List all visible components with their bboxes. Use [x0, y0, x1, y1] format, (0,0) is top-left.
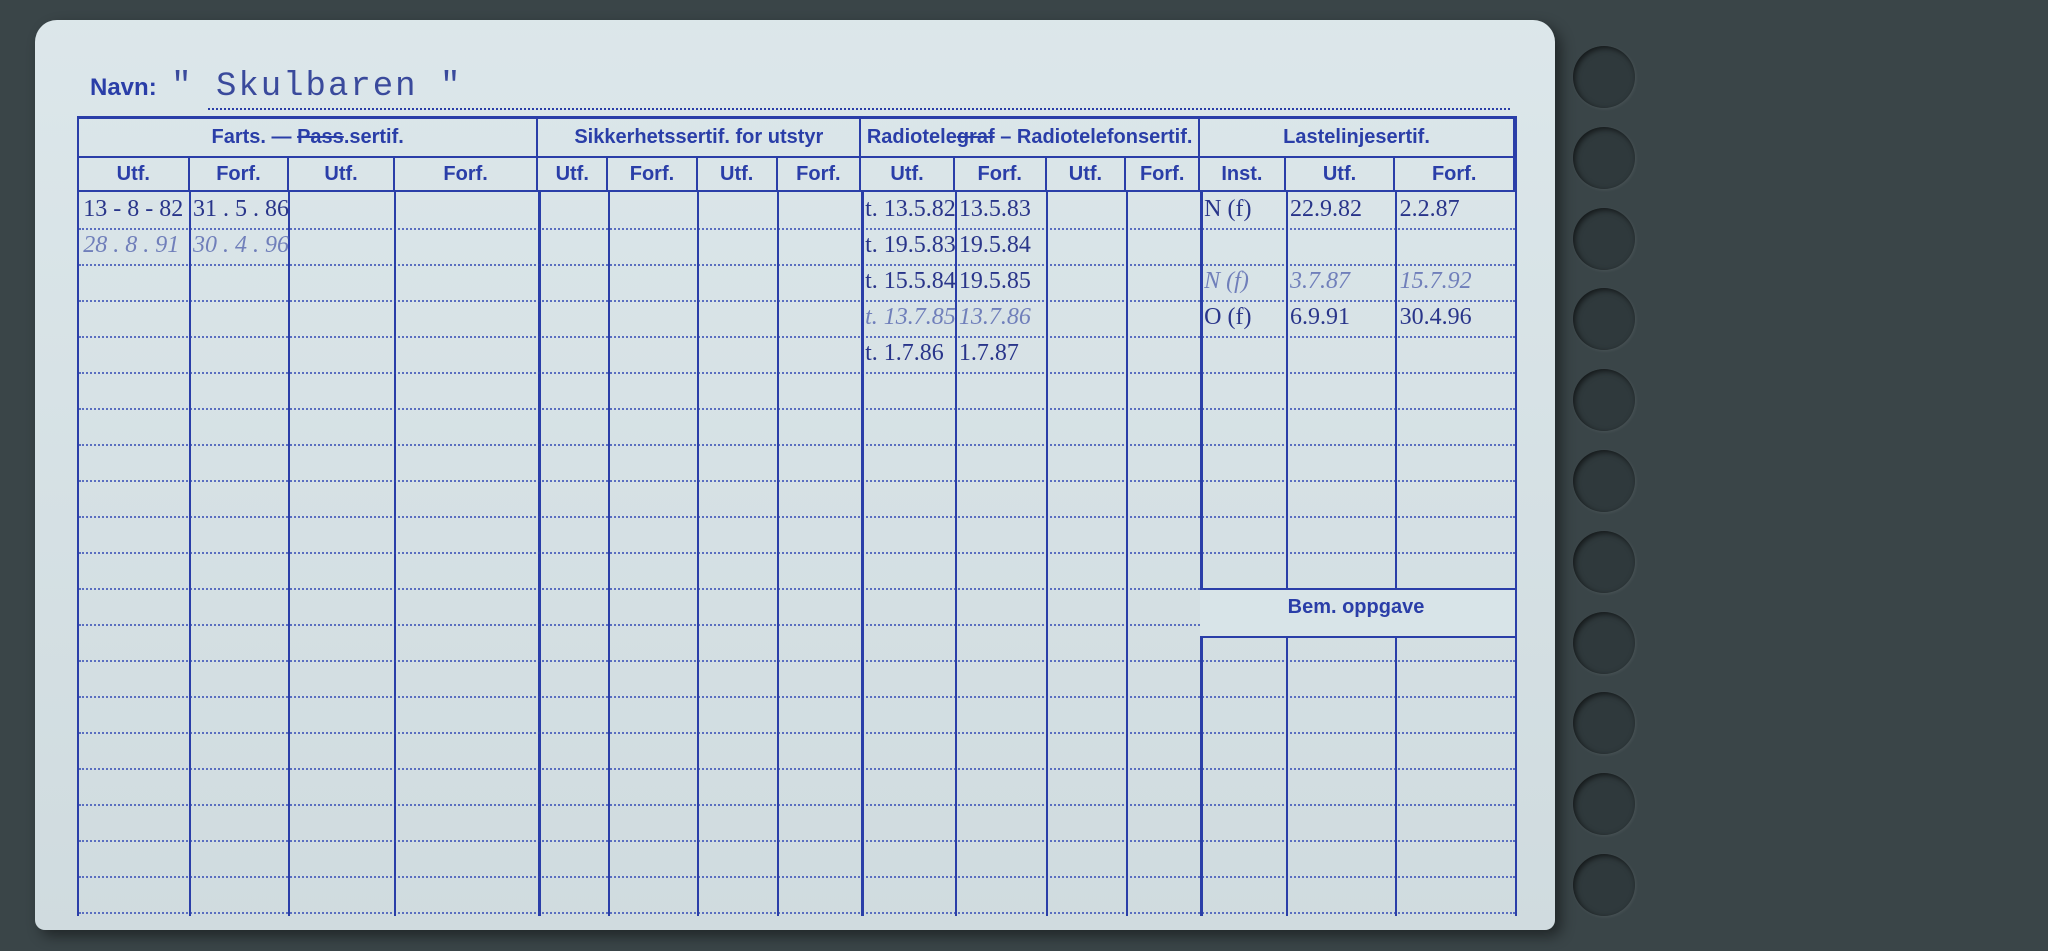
col-line	[1200, 192, 1203, 916]
handwritten-entry: 13.5.83	[959, 196, 1042, 223]
header-sub-6: Utf.	[697, 157, 777, 191]
col-line	[189, 192, 191, 916]
col-line	[777, 192, 779, 916]
binder-hole	[1573, 127, 1635, 189]
binder-hole	[1573, 531, 1635, 593]
handwritten-entry: 28 . 8 . 91	[83, 232, 184, 259]
handwritten-entry: t. 15.5.84	[865, 268, 950, 295]
handwritten-entry: 15.7.92	[1400, 268, 1511, 295]
row-line	[79, 300, 1515, 302]
header-group-3: Lastelinjesertif.	[1199, 119, 1514, 157]
handwritten-entry: O (f)	[1204, 304, 1281, 331]
header-sub-4: Utf.	[537, 157, 607, 191]
row-line	[79, 372, 1515, 374]
binder-hole	[1573, 208, 1635, 270]
binder-hole	[1573, 46, 1635, 108]
handwritten-entry: 13 - 8 - 82	[83, 196, 184, 223]
handwritten-entry: 13.7.86	[959, 304, 1042, 331]
col-line	[1395, 192, 1397, 916]
row-line	[79, 804, 1515, 806]
index-card: Navn: " Skulbaren " Farts. — Pass.sertif…	[35, 20, 1555, 930]
binder-holes	[1573, 46, 1643, 916]
row-line	[79, 768, 1515, 770]
header-sub-5: Forf.	[607, 157, 697, 191]
col-line	[697, 192, 699, 916]
table-frame: Farts. — Pass.sertif.Sikkerhetssertif. f…	[77, 116, 1517, 916]
header-sub-row: Utf.Forf.Utf.Forf.Utf.Forf.Utf.Forf.Utf.…	[79, 157, 1514, 191]
row-line	[79, 552, 1515, 554]
header-sub-0: Utf.	[79, 157, 189, 191]
navn-row: Navn: " Skulbaren "	[90, 68, 1510, 108]
col-line	[1126, 192, 1128, 916]
header-sub-8: Utf.	[860, 157, 954, 191]
binder-hole	[1573, 369, 1635, 431]
binder-hole	[1573, 854, 1635, 916]
header-group-2: Radiotelegraf – Radiotelefonsertif.	[860, 119, 1199, 157]
binder-hole	[1573, 288, 1635, 350]
row-line	[79, 408, 1515, 410]
navn-value: " Skulbaren "	[171, 68, 462, 106]
header-sub-14: Forf.	[1394, 157, 1514, 191]
row-line	[79, 696, 1515, 698]
navn-label: Navn:	[90, 74, 157, 101]
header-group-1: Sikkerhetssertif. for utstyr	[537, 119, 860, 157]
header-sub-11: Forf.	[1125, 157, 1199, 191]
handwritten-entry: 30.4.96	[1400, 304, 1511, 331]
handwritten-entry: N (f)	[1204, 268, 1281, 295]
bem-oppgave-label: Bem. oppgave	[1288, 596, 1425, 619]
handwritten-entry: 31 . 5 . 86	[193, 196, 284, 223]
row-line	[79, 840, 1515, 842]
header-sub-9: Forf.	[954, 157, 1046, 191]
header-sub-2: Utf.	[288, 157, 394, 191]
col-line	[955, 192, 957, 916]
header-group-0: Farts. — Pass.sertif.	[79, 119, 537, 157]
header-table: Farts. — Pass.sertif.Sikkerhetssertif. f…	[79, 119, 1515, 192]
col-line	[1286, 192, 1288, 916]
binder-hole	[1573, 692, 1635, 754]
row-line	[79, 732, 1515, 734]
handwritten-entry: 19.5.85	[959, 268, 1042, 295]
handwritten-entry: 3.7.87	[1290, 268, 1391, 295]
binder-hole	[1573, 773, 1635, 835]
row-line	[79, 876, 1515, 878]
header-sub-3: Forf.	[394, 157, 538, 191]
handwritten-entry: 19.5.84	[959, 232, 1042, 259]
col-line	[861, 192, 864, 916]
handwritten-entry: t. 13.5.82	[865, 196, 950, 223]
col-line	[1046, 192, 1048, 916]
header-sub-12: Inst.	[1199, 157, 1285, 191]
handwritten-entry: 1.7.87	[959, 340, 1042, 367]
header-group-row: Farts. — Pass.sertif.Sikkerhetssertif. f…	[79, 119, 1514, 157]
row-line	[79, 516, 1515, 518]
col-line	[394, 192, 396, 916]
header-sub-10: Utf.	[1046, 157, 1126, 191]
row-line	[79, 660, 1515, 662]
handwritten-entry: 30 . 4 . 96	[193, 232, 284, 259]
row-line	[79, 444, 1515, 446]
row-line	[79, 228, 1515, 230]
handwritten-entry: t. 1.7.86	[865, 340, 950, 367]
row-line	[79, 480, 1515, 482]
row-line	[79, 264, 1515, 266]
navn-underline	[208, 108, 1510, 110]
row-line	[79, 336, 1515, 338]
row-line	[79, 912, 1515, 914]
handwritten-entry: t. 13.7.85	[865, 304, 950, 331]
col-line	[288, 192, 290, 916]
col-line	[538, 192, 541, 916]
header-sub-7: Forf.	[777, 157, 861, 191]
table-body: Bem. oppgave 13 - 8 - 82 31 . 5 . 86 28 . 8…	[79, 192, 1515, 916]
header-sub-1: Forf.	[189, 157, 289, 191]
col-line	[608, 192, 610, 916]
handwritten-entry: N (f)	[1204, 196, 1281, 223]
binder-hole	[1573, 612, 1635, 674]
binder-hole	[1573, 450, 1635, 512]
handwritten-entry: 2.2.87	[1400, 196, 1511, 223]
handwritten-entry: t. 19.5.83	[865, 232, 950, 259]
header-sub-13: Utf.	[1285, 157, 1395, 191]
handwritten-entry: 22.9.82	[1290, 196, 1391, 223]
handwritten-entry: 6.9.91	[1290, 304, 1391, 331]
